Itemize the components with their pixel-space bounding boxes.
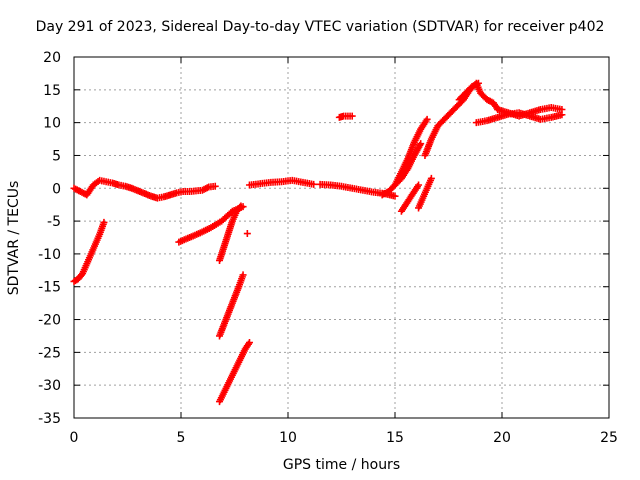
data-point [100, 218, 108, 226]
y-tick-label: -5 [47, 214, 61, 230]
chart-title: Day 291 of 2023, Sidereal Day-to-day VTE… [35, 19, 605, 35]
y-tick-label: 20 [43, 50, 61, 66]
plot-frame [73, 56, 610, 419]
y-tick-label: -15 [38, 280, 61, 296]
x-tick-label: 0 [70, 430, 79, 446]
x-tick-label: 15 [386, 430, 404, 446]
y-axis-label: SDTVAR / TECUs [6, 180, 22, 296]
data-point [474, 79, 482, 87]
data-point [236, 203, 244, 211]
data-point [310, 180, 318, 188]
y-tick-label: 10 [43, 116, 61, 132]
data-point [391, 192, 399, 200]
y-tick-label: -30 [38, 378, 61, 394]
axis-ticks: 0 5 10 15 20 25 20 15 10 5 0 -5 -10 -15 -20 -25 -30 -35 [38, 50, 618, 446]
data-point [239, 271, 247, 279]
x-tick-label: 20 [493, 430, 511, 446]
data-point [417, 140, 425, 148]
x-tick-label: 5 [177, 430, 186, 446]
data-point [245, 339, 253, 347]
data-point [243, 230, 251, 238]
x-axis-label: GPS time / hours [282, 457, 401, 473]
grid-lines [74, 57, 609, 418]
data-point [348, 112, 356, 120]
y-tick-label: -25 [38, 345, 61, 361]
x-tick-label: 25 [600, 430, 618, 446]
y-tick-label: 5 [52, 148, 61, 164]
y-tick-label: -10 [38, 247, 61, 263]
data-points [70, 79, 566, 406]
data-point [558, 106, 566, 114]
data-point [415, 181, 423, 189]
data-point [211, 182, 219, 190]
y-tick-label: -35 [38, 411, 61, 427]
x-tick-label: 10 [279, 430, 297, 446]
y-tick-label: -20 [38, 313, 61, 329]
data-point [237, 202, 245, 210]
y-tick-label: 0 [52, 181, 61, 197]
data-point [427, 174, 435, 182]
y-tick-label: 15 [43, 83, 61, 99]
data-point [423, 115, 431, 123]
